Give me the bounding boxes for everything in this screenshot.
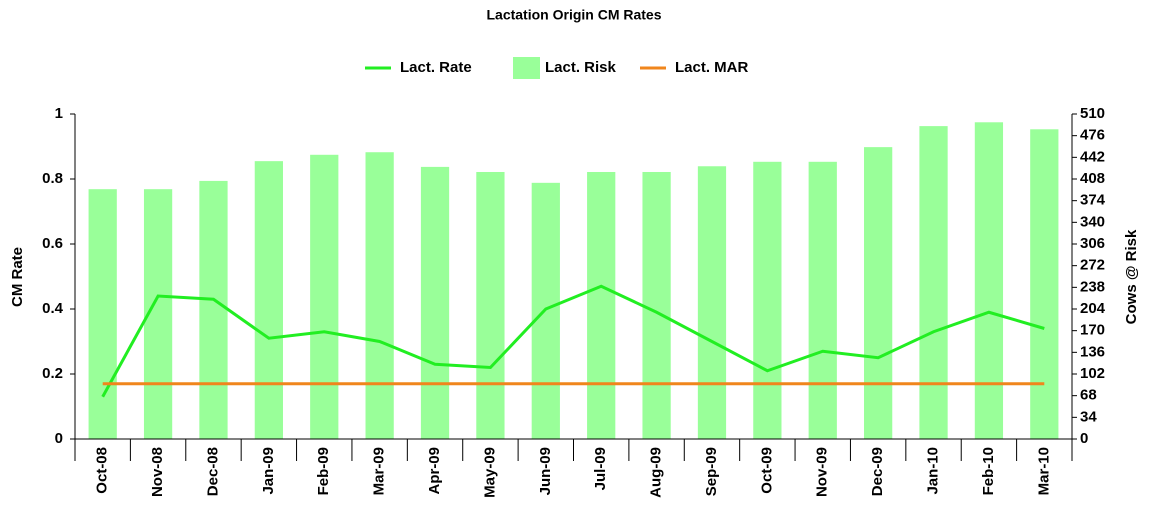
- x-tick-label: Mar-09: [371, 447, 388, 495]
- x-tick-label: Jan-09: [260, 447, 277, 495]
- bar: [587, 171, 616, 440]
- x-tick-label: Oct-09: [758, 447, 775, 494]
- y-tick-label: 0.8: [42, 170, 63, 187]
- x-tick-label: Jul-09: [592, 447, 609, 490]
- bar: [420, 166, 450, 439]
- bar: [199, 180, 228, 440]
- bar: [642, 171, 671, 440]
- bar: [974, 122, 1004, 440]
- y2-axis-title: Cows @ Risk: [1123, 229, 1140, 324]
- y-tick-label: 0.2: [42, 365, 63, 382]
- y2-tick-label: 34: [1080, 408, 1097, 425]
- y2-tick-label: 476: [1080, 127, 1105, 144]
- bar: [365, 152, 394, 439]
- y2-tick-label: 204: [1080, 300, 1106, 317]
- bar: [753, 161, 782, 439]
- y2-tick-label: 136: [1080, 343, 1105, 360]
- bar: [88, 189, 117, 439]
- y2-tick-label: 442: [1080, 148, 1105, 165]
- y2-tick-label: 272: [1080, 257, 1105, 274]
- x-tick-label: Oct-08: [94, 447, 111, 494]
- x-tick-label: Feb-09: [315, 447, 332, 495]
- y2-tick-label: 408: [1080, 170, 1105, 187]
- bar: [808, 161, 837, 439]
- x-tick-label: Feb-10: [980, 447, 997, 495]
- y2-tick-label: 170: [1080, 322, 1105, 339]
- bar: [476, 171, 505, 440]
- y2-tick-label: 510: [1080, 105, 1105, 122]
- x-tick-label: Aug-09: [648, 447, 665, 498]
- y2-tick-label: 0: [1080, 430, 1088, 447]
- line-series: [101, 284, 1045, 398]
- x-tick-label: May-09: [481, 447, 498, 498]
- x-tick-label: Mar-10: [1035, 447, 1052, 495]
- y2-tick-label: 340: [1080, 213, 1105, 230]
- bar: [864, 147, 893, 439]
- y2-tick-label: 374: [1080, 192, 1106, 209]
- legend-label: Lact. MAR: [675, 59, 749, 76]
- legend-label: Lact. Risk: [545, 59, 617, 76]
- x-tick-label: Dec-08: [204, 447, 221, 496]
- x-tick-label: Apr-09: [426, 447, 443, 495]
- x-tick-label: Nov-08: [149, 447, 166, 497]
- y2-tick-label: 238: [1080, 278, 1105, 295]
- chart-title: Lactation Origin CM Rates: [486, 7, 661, 23]
- y2-tick-label: 102: [1080, 365, 1105, 382]
- x-tick-label: Sep-09: [703, 447, 720, 496]
- x-tick-label: Nov-09: [814, 447, 831, 497]
- y-tick-label: 1: [55, 105, 63, 122]
- bar: [919, 126, 948, 439]
- bar: [697, 166, 727, 440]
- bar: [310, 154, 339, 440]
- y-tick-label: 0.4: [42, 300, 64, 317]
- bar: [1030, 129, 1059, 439]
- x-tick-label: Jun-09: [537, 447, 554, 495]
- y-axis-title: CM Rate: [9, 247, 26, 307]
- x-tick-label: Jan-10: [924, 447, 941, 495]
- legend-label: Lact. Rate: [400, 59, 472, 76]
- y2-tick-label: 68: [1080, 387, 1097, 404]
- y-tick-label: 0.6: [42, 235, 63, 252]
- x-tick-label: Dec-09: [869, 447, 886, 496]
- bar: [254, 161, 283, 439]
- legend-swatch: [513, 57, 540, 79]
- y-tick-label: 0: [55, 430, 63, 447]
- y2-tick-label: 306: [1080, 235, 1105, 252]
